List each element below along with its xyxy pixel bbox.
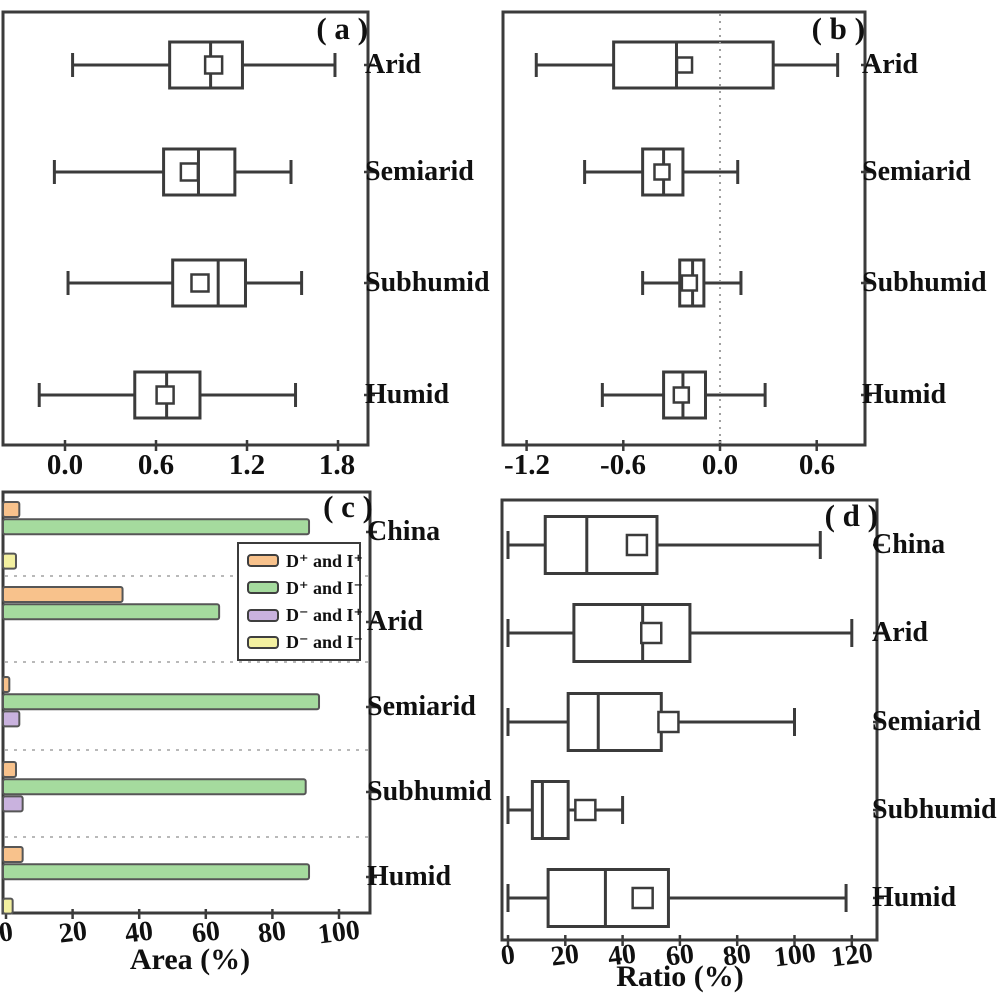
- legend-row-3: D⁻ and I⁻: [247, 632, 363, 652]
- panel-b-tick-3: 0.6: [798, 449, 836, 481]
- legend: D⁺ and I⁺ D⁺ and I⁻ D⁻ and I⁺ D⁻ and I⁻: [237, 542, 363, 661]
- legend-label-3: D⁻ and I⁻: [286, 632, 364, 653]
- panel-a-tick-1: 0.6: [137, 449, 175, 481]
- legend-row-2: D⁻ and I⁺: [247, 605, 363, 625]
- legend-row-1: D⁺ and I⁻: [247, 578, 363, 598]
- panel-a-category-humid: Humid: [365, 379, 450, 410]
- legend-label-0: D⁺ and I⁺: [286, 550, 364, 571]
- legend-label-1: D⁺ and I⁻: [286, 577, 364, 598]
- panel-b-letter: ( b ): [811, 11, 865, 46]
- panel-b-category-arid: Arid: [862, 49, 918, 80]
- panel-a-category-semiarid: Semiarid: [365, 156, 474, 187]
- panel-d-boxplot-canvas: [500, 498, 884, 946]
- panel-a-letter: ( a ): [316, 11, 368, 46]
- legend-swatch-d-minus-i-plus: [247, 608, 279, 622]
- panel-a-tick-2: 1.2: [228, 449, 266, 481]
- panel-d-category-subhumid: Subhumid: [872, 794, 997, 825]
- panel-d-xaxis-title: Ratio (%): [616, 960, 744, 993]
- panel-c-letter: ( c ): [323, 489, 373, 524]
- legend-swatch-d-plus-i-plus: [247, 554, 279, 568]
- panel-a-category-arid: Arid: [365, 49, 421, 80]
- panel-c-category-subhumid: Subhumid: [367, 776, 492, 807]
- legend-swatch-d-minus-i-minus: [247, 635, 279, 649]
- panel-b-category-subhumid: Subhumid: [862, 267, 987, 298]
- panel-b-category-semiarid: Semiarid: [862, 156, 971, 187]
- panel-c-xaxis-title: Area (%): [129, 943, 251, 976]
- panel-c-barchart-canvas: [1, 490, 377, 919]
- panel-d-category-arid: Arid: [872, 617, 928, 648]
- panel-d-category-humid: Humid: [872, 882, 957, 913]
- panel-a-tick-0: 0.0: [46, 449, 84, 481]
- panel-a-category-subhumid: Subhumid: [365, 267, 490, 298]
- panel-d-category-china: China: [872, 529, 946, 560]
- panel-b-tick-0: -1.2: [504, 449, 550, 481]
- panel-b-boxplot-canvas: [501, 10, 872, 451]
- legend-swatch-d-plus-i-minus: [247, 581, 279, 595]
- panel-a-tick-3: 1.8: [318, 449, 356, 481]
- panel-c-category-arid: Arid: [367, 606, 423, 637]
- panel-c-category-semiarid: Semiarid: [367, 691, 476, 722]
- legend-label-2: D⁻ and I⁺: [286, 605, 364, 626]
- panel-b-tick-1: -0.6: [600, 449, 646, 481]
- panel-d-letter: ( d ): [824, 498, 878, 533]
- panel-d-category-semiarid: Semiarid: [872, 706, 981, 737]
- panel-c-category-china: China: [367, 516, 441, 547]
- panel-a-boxplot-canvas: [1, 10, 375, 451]
- panel-b-tick-2: 0.0: [701, 449, 739, 481]
- legend-row-0: D⁺ and I⁺: [247, 551, 363, 571]
- panel-c-category-humid: Humid: [367, 861, 452, 892]
- panel-b-category-humid: Humid: [862, 379, 947, 410]
